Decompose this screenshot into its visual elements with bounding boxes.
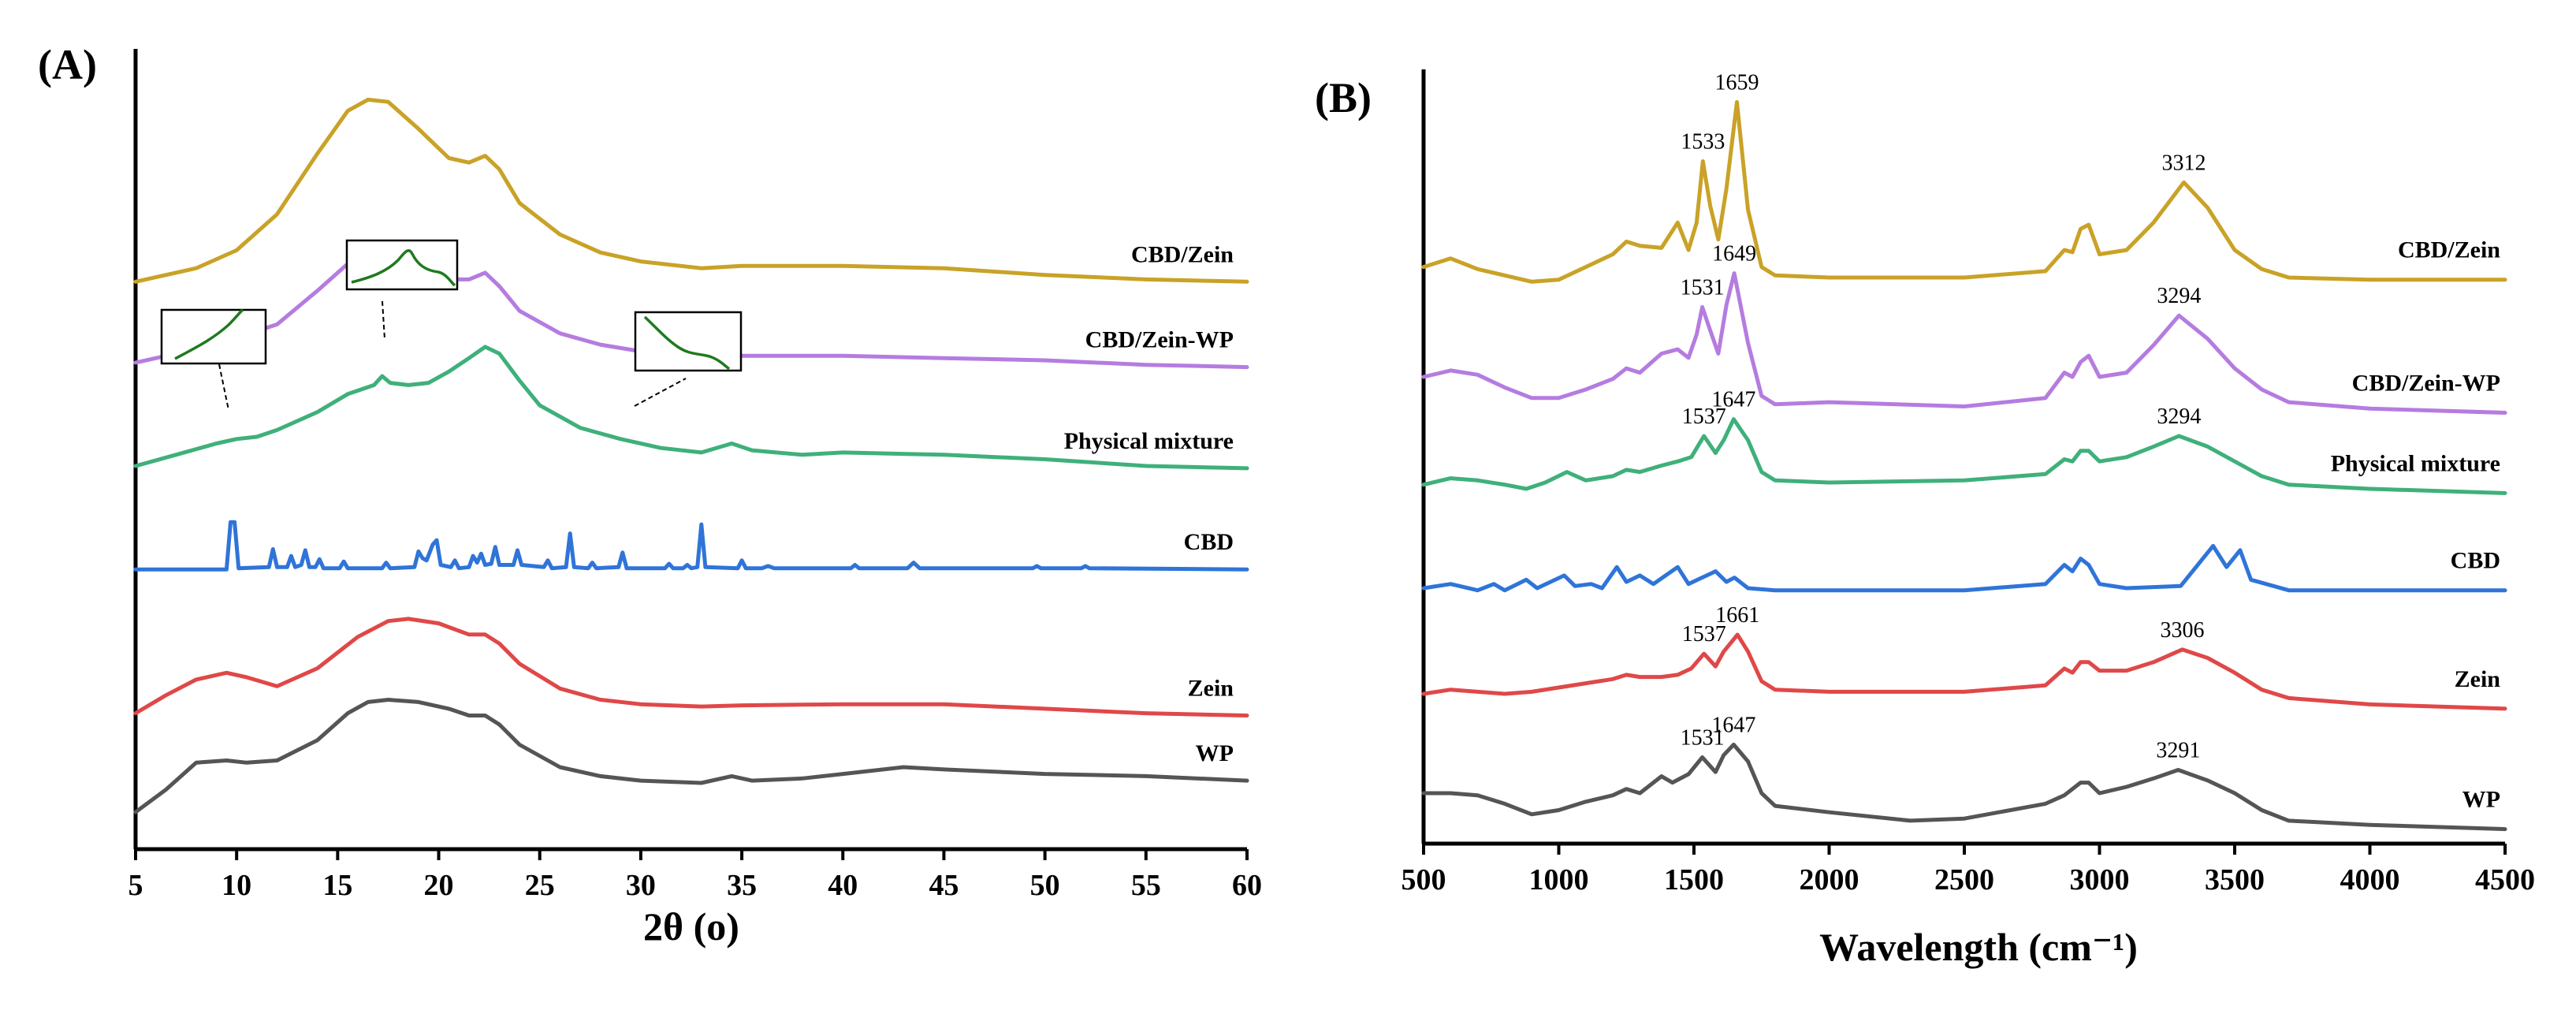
panel-a-line-physical-mixture: [133, 345, 1249, 471]
panel-b-line-cbd: [1421, 543, 2507, 593]
peak-label-physical-mixture-1647: 1647: [1711, 388, 1755, 412]
peak-label-wp-1531: 1531: [1681, 725, 1725, 750]
panel-b-series-labels: CBD/Zein CBD/Zein-WP Physical mixture CBD Ze…: [2331, 237, 2501, 813]
panel-a-x-tick-label: 25: [525, 869, 555, 902]
panel-b-legend-physical-mixture: Physical mixture: [2331, 450, 2500, 476]
panel-b-legend-cbd-zein-wp: CBD/Zein-WP: [2352, 371, 2500, 397]
peak-label-cbd-zein-wp-3294: 3294: [2157, 284, 2201, 308]
panel-a-curves: [133, 97, 1249, 814]
panel-a-x-tick-label: 35: [727, 869, 757, 902]
inset-physical-mixture-17deg: [345, 239, 459, 340]
panel-b-legend-cbd: CBD: [2451, 548, 2500, 574]
panel-b-x-tick-label: 4500: [2475, 863, 2535, 896]
peak-label-physical-mixture-3294: 3294: [2157, 404, 2201, 429]
panel-b-x-tick-label: 4000: [2340, 863, 2400, 896]
peak-label-zein-1537: 1537: [1682, 622, 1726, 647]
panel-a-line-cbd-zein: [133, 97, 1249, 284]
panel-b-legend-wp: WP: [2462, 787, 2500, 813]
panel-a-legend-wp: WP: [1196, 740, 1234, 766]
panel-b-x-tick-label: 3000: [2070, 863, 2130, 896]
panel-b-x-tick-label: 2500: [1934, 863, 1994, 896]
inset-physical-mixture-34deg: [634, 311, 743, 407]
panel-a-x-tick-label: 50: [1030, 869, 1060, 902]
panel-a-x-axis-title: 2θ (o): [643, 904, 739, 949]
panel-a-legend-zein: Zein: [1188, 675, 1234, 701]
panel-a-x-tick-label: 10: [221, 869, 251, 902]
panel-b-legend-zein: Zein: [2455, 666, 2501, 692]
panel-b-curves: [1421, 100, 2507, 832]
panel-a-x-tick-label: 5: [128, 869, 143, 902]
panel-a-x-tick-label: 30: [626, 869, 656, 902]
peak-label-physical-mixture-1537: 1537: [1682, 404, 1726, 429]
panel-a-x-tick-label: 15: [322, 869, 352, 902]
panel-a-label: (A): [38, 41, 97, 88]
panel-a-line-cbd: [133, 520, 1249, 572]
panel-a-x-tick-label: 45: [929, 869, 959, 902]
panel-a-line-wp: [133, 698, 1249, 814]
panel-b-legend-cbd-zein: CBD/Zein: [2398, 237, 2500, 263]
panel-a-x-tick-label: 40: [828, 869, 858, 902]
panel-b-peak-labels: 1533165933121531164932941537164732941537…: [1681, 70, 2206, 762]
panel-a: (A) 5 10 15 20 25 30 35 40 45 50 55 60 2θ (o) CBD/Z…: [38, 41, 1262, 949]
panel-b-label: (B): [1315, 74, 1372, 121]
panel-a-legend-cbd-zein-wp: CBD/Zein-WP: [1085, 327, 1234, 353]
inset-physical-mixture-10deg: [160, 308, 267, 411]
peak-label-cbd-zein-wp-1531: 1531: [1681, 276, 1725, 300]
panel-b-x-tick-label: 500: [1402, 863, 1446, 896]
panel-a-x-tick-label: 60: [1232, 869, 1262, 902]
panel-a-x-tick-label: 55: [1131, 869, 1161, 902]
panel-b-x-tick-label: 2000: [1800, 863, 1859, 896]
panel-b-line-wp: [1421, 742, 2507, 832]
panel-b-ticks: 500 1000 1500 2000 2500 3000 3500 4000 4500: [1402, 844, 2535, 896]
panel-a-line-cbd-zein-wp: [133, 250, 1249, 370]
panel-b: (B) 500 1000 1500 2000 2500 3000 3500 4000 4500 …: [1315, 69, 2535, 969]
peak-label-wp-3291: 3291: [2156, 739, 2200, 763]
peak-label-cbd-zein-wp-1649: 1649: [1712, 242, 1756, 266]
peak-label-zein-1661: 1661: [1715, 603, 1759, 628]
peak-label-wp-1647: 1647: [1711, 713, 1755, 737]
peak-label-cbd-zein-1659: 1659: [1715, 70, 1759, 95]
panel-b-line-cbd-zein: [1421, 100, 2507, 284]
panel-a-legend-cbd-zein: CBD/Zein: [1131, 241, 1234, 267]
panel-b-line-cbd-zein-wp: [1421, 271, 2507, 415]
panel-b-line-zein: [1421, 632, 2507, 711]
peak-label-cbd-zein-3312: 3312: [2162, 151, 2206, 175]
panel-a-legend-cbd: CBD: [1184, 529, 1234, 555]
panel-a-series-labels: CBD/Zein CBD/Zein-WP Physical mixture CBD Ze…: [1064, 241, 1234, 766]
panel-a-legend-physical-mixture: Physical mixture: [1064, 428, 1234, 454]
panel-b-line-physical-mixture: [1421, 417, 2507, 495]
panel-a-ticks: 5 10 15 20 25 30 35 40 45 50 55 60: [128, 849, 1262, 902]
peak-label-cbd-zein-1533: 1533: [1681, 130, 1725, 155]
panel-b-x-axis-title: Wavelength (cm⁻¹): [1819, 925, 2138, 969]
panel-b-x-tick-label: 3500: [2205, 863, 2265, 896]
panel-a-x-tick-label: 20: [424, 869, 454, 902]
panel-a-line-zein: [133, 617, 1249, 717]
panel-b-x-tick-label: 1500: [1664, 863, 1724, 896]
peak-label-zein-3306: 3306: [2160, 618, 2204, 643]
panel-b-x-tick-label: 1000: [1529, 863, 1589, 896]
